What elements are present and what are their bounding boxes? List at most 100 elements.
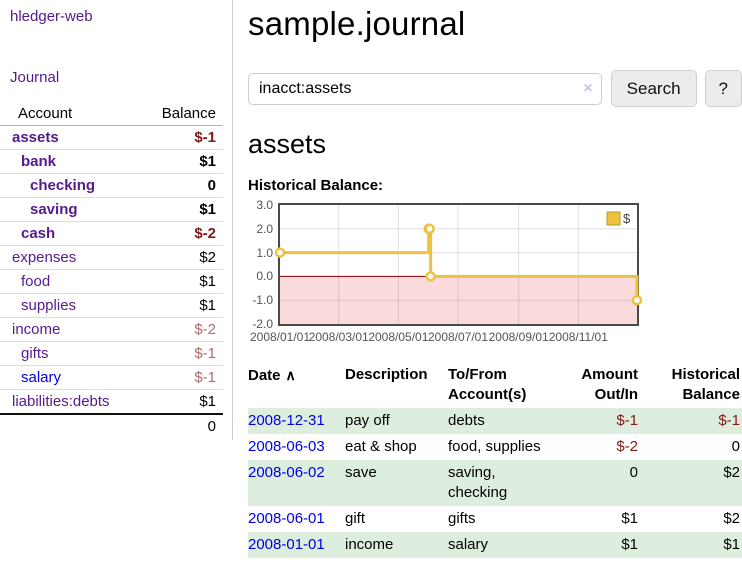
- account-cell: saving: [0, 197, 112, 222]
- sidebar: hledger-web Journal Account Balance asse…: [0, 0, 233, 440]
- account-balance: $1: [111, 197, 223, 222]
- transaction-date-link[interactable]: 2008-06-03: [248, 438, 325, 455]
- register-header-description: Description: [345, 366, 428, 383]
- register-header-date-label: Date: [248, 367, 281, 384]
- account-link[interactable]: expenses: [12, 249, 77, 266]
- transaction-amount: $-1: [616, 412, 638, 429]
- register-header-date[interactable]: Date ∧: [248, 362, 345, 408]
- chart-legend-label: $: [623, 211, 631, 226]
- transaction-balance: $2: [723, 464, 740, 481]
- register-header-row: Date ∧ Description To/From Account(s) Amo…: [248, 362, 742, 408]
- transaction-amount: $1: [621, 510, 638, 527]
- chart-x-axis-labels: 2008/01/01 2008/03/01 2008/05/01 2008/07/01…: [250, 328, 639, 344]
- register-row: 2008-12-31 pay off debts $-1 $-1: [248, 408, 742, 434]
- accounts-header-balance: Balance: [111, 102, 223, 126]
- transaction-balance: 0: [731, 438, 740, 455]
- transaction-description: income: [345, 536, 394, 553]
- account-cell: cash: [0, 221, 112, 246]
- transaction-description: eat & shop: [345, 438, 417, 455]
- account-link[interactable]: supplies: [21, 297, 77, 314]
- account-link[interactable]: liabilities:debts: [12, 393, 110, 410]
- transaction-date-cell: 2008-06-03: [248, 434, 345, 460]
- chart-y-tick-label: -2.0: [252, 317, 273, 331]
- account-balance: $1: [111, 149, 223, 174]
- transaction-date-link[interactable]: 2008-06-02: [248, 464, 325, 481]
- account-cell: supplies: [0, 293, 112, 318]
- chart-x-tick-label: 2008/11/01: [548, 330, 608, 344]
- chart-plot-area: $ 2008/01/01 2008/03/01 2008/05/01 2008/07/…: [250, 203, 643, 344]
- accounts-total-spacer: [0, 413, 112, 438]
- register-row: 2008-06-01 gift gifts $1 $2: [248, 506, 742, 532]
- chart-data-point: [424, 223, 435, 235]
- transaction-date-cell: 2008-06-01: [248, 506, 345, 532]
- search-box: ×: [248, 72, 602, 105]
- chart-data-point: [425, 271, 436, 282]
- chart-x-tick-label: 2008/01/01: [249, 330, 311, 344]
- clear-search-icon[interactable]: ×: [583, 79, 593, 97]
- transaction-date-link[interactable]: 2008-01-01: [248, 536, 325, 553]
- account-cell: gifts: [0, 341, 112, 366]
- transaction-accounts: salary: [448, 536, 489, 553]
- transaction-balance: $-1: [718, 412, 740, 429]
- chart-y-tick-label: -1.0: [252, 293, 273, 308]
- brand-link[interactable]: hledger-web: [10, 8, 93, 25]
- transaction-description: save: [345, 464, 377, 481]
- accounts-header-account: Account: [0, 102, 112, 126]
- account-row: assets $-1: [0, 126, 223, 150]
- chart-data-point: [274, 247, 286, 258]
- account-link[interactable]: bank: [21, 153, 57, 170]
- account-balance: $-2: [111, 221, 223, 246]
- register-header-accounts: To/From Account(s): [448, 366, 527, 403]
- transaction-amount: $1: [621, 536, 638, 553]
- register-row: 2008-06-03 eat & shop food, supplies $-2 0: [248, 434, 742, 460]
- accounts-total-row: 0: [0, 413, 223, 438]
- account-heading: assets: [248, 129, 327, 159]
- transaction-date-link[interactable]: 2008-12-31: [248, 412, 325, 429]
- account-cell: salary: [0, 365, 112, 390]
- account-cell: income: [0, 317, 112, 342]
- transaction-date-cell: 2008-12-31: [248, 408, 345, 434]
- account-link[interactable]: cash: [21, 225, 56, 242]
- transaction-amount: $-2: [616, 438, 638, 455]
- register-row: 2008-06-02 save saving, checking 0 $2: [248, 460, 742, 506]
- transaction-accounts: gifts: [448, 510, 476, 527]
- chart-x-tick-label: 2008/07/01: [427, 330, 489, 344]
- search-input[interactable]: [248, 72, 602, 105]
- transaction-date-cell: 2008-06-02: [248, 460, 345, 506]
- accounts-table: Account Balance assets $-1 bank $1 checking 0…: [0, 102, 223, 438]
- account-balance: $-1: [111, 365, 223, 390]
- register-table: Date ∧ Description To/From Account(s) Amo…: [248, 362, 742, 558]
- account-link[interactable]: food: [21, 273, 51, 290]
- account-link[interactable]: gifts: [21, 345, 49, 362]
- account-link[interactable]: checking: [30, 177, 96, 194]
- account-cell: checking: [0, 173, 112, 198]
- transaction-accounts: debts: [448, 412, 485, 429]
- chart-legend-swatch: [606, 211, 621, 226]
- chart-plot-border: $: [274, 203, 643, 326]
- chart-negative-region: [280, 276, 637, 324]
- accounts-header-row: Account Balance: [0, 102, 223, 126]
- account-link[interactable]: saving: [30, 201, 78, 218]
- account-row: supplies $1: [0, 293, 223, 318]
- nav-journal-link[interactable]: Journal: [10, 69, 60, 86]
- account-balance: $-1: [111, 341, 223, 366]
- help-button[interactable]: ?: [704, 70, 742, 107]
- account-balance: $1: [111, 293, 223, 318]
- chart-title: Historical Balance:: [248, 177, 384, 194]
- account-balance: $1: [111, 269, 223, 294]
- account-link[interactable]: salary: [21, 369, 62, 386]
- account-link[interactable]: assets: [12, 129, 59, 146]
- account-balance: $1: [111, 389, 223, 414]
- chart-y-tick-label: 1.0: [256, 245, 273, 260]
- account-row: cash $-2: [0, 221, 223, 246]
- account-link[interactable]: income: [12, 321, 61, 338]
- account-row: food $1: [0, 269, 223, 294]
- transaction-date-link[interactable]: 2008-06-01: [248, 510, 325, 527]
- account-balance: $2: [111, 245, 223, 270]
- account-balance: $-2: [111, 317, 223, 342]
- transaction-amount: 0: [629, 464, 638, 481]
- account-row: gifts $-1: [0, 341, 223, 366]
- transaction-description: pay off: [345, 412, 390, 429]
- transaction-date-cell: 2008-01-01: [248, 532, 345, 558]
- search-button[interactable]: Search: [610, 70, 697, 107]
